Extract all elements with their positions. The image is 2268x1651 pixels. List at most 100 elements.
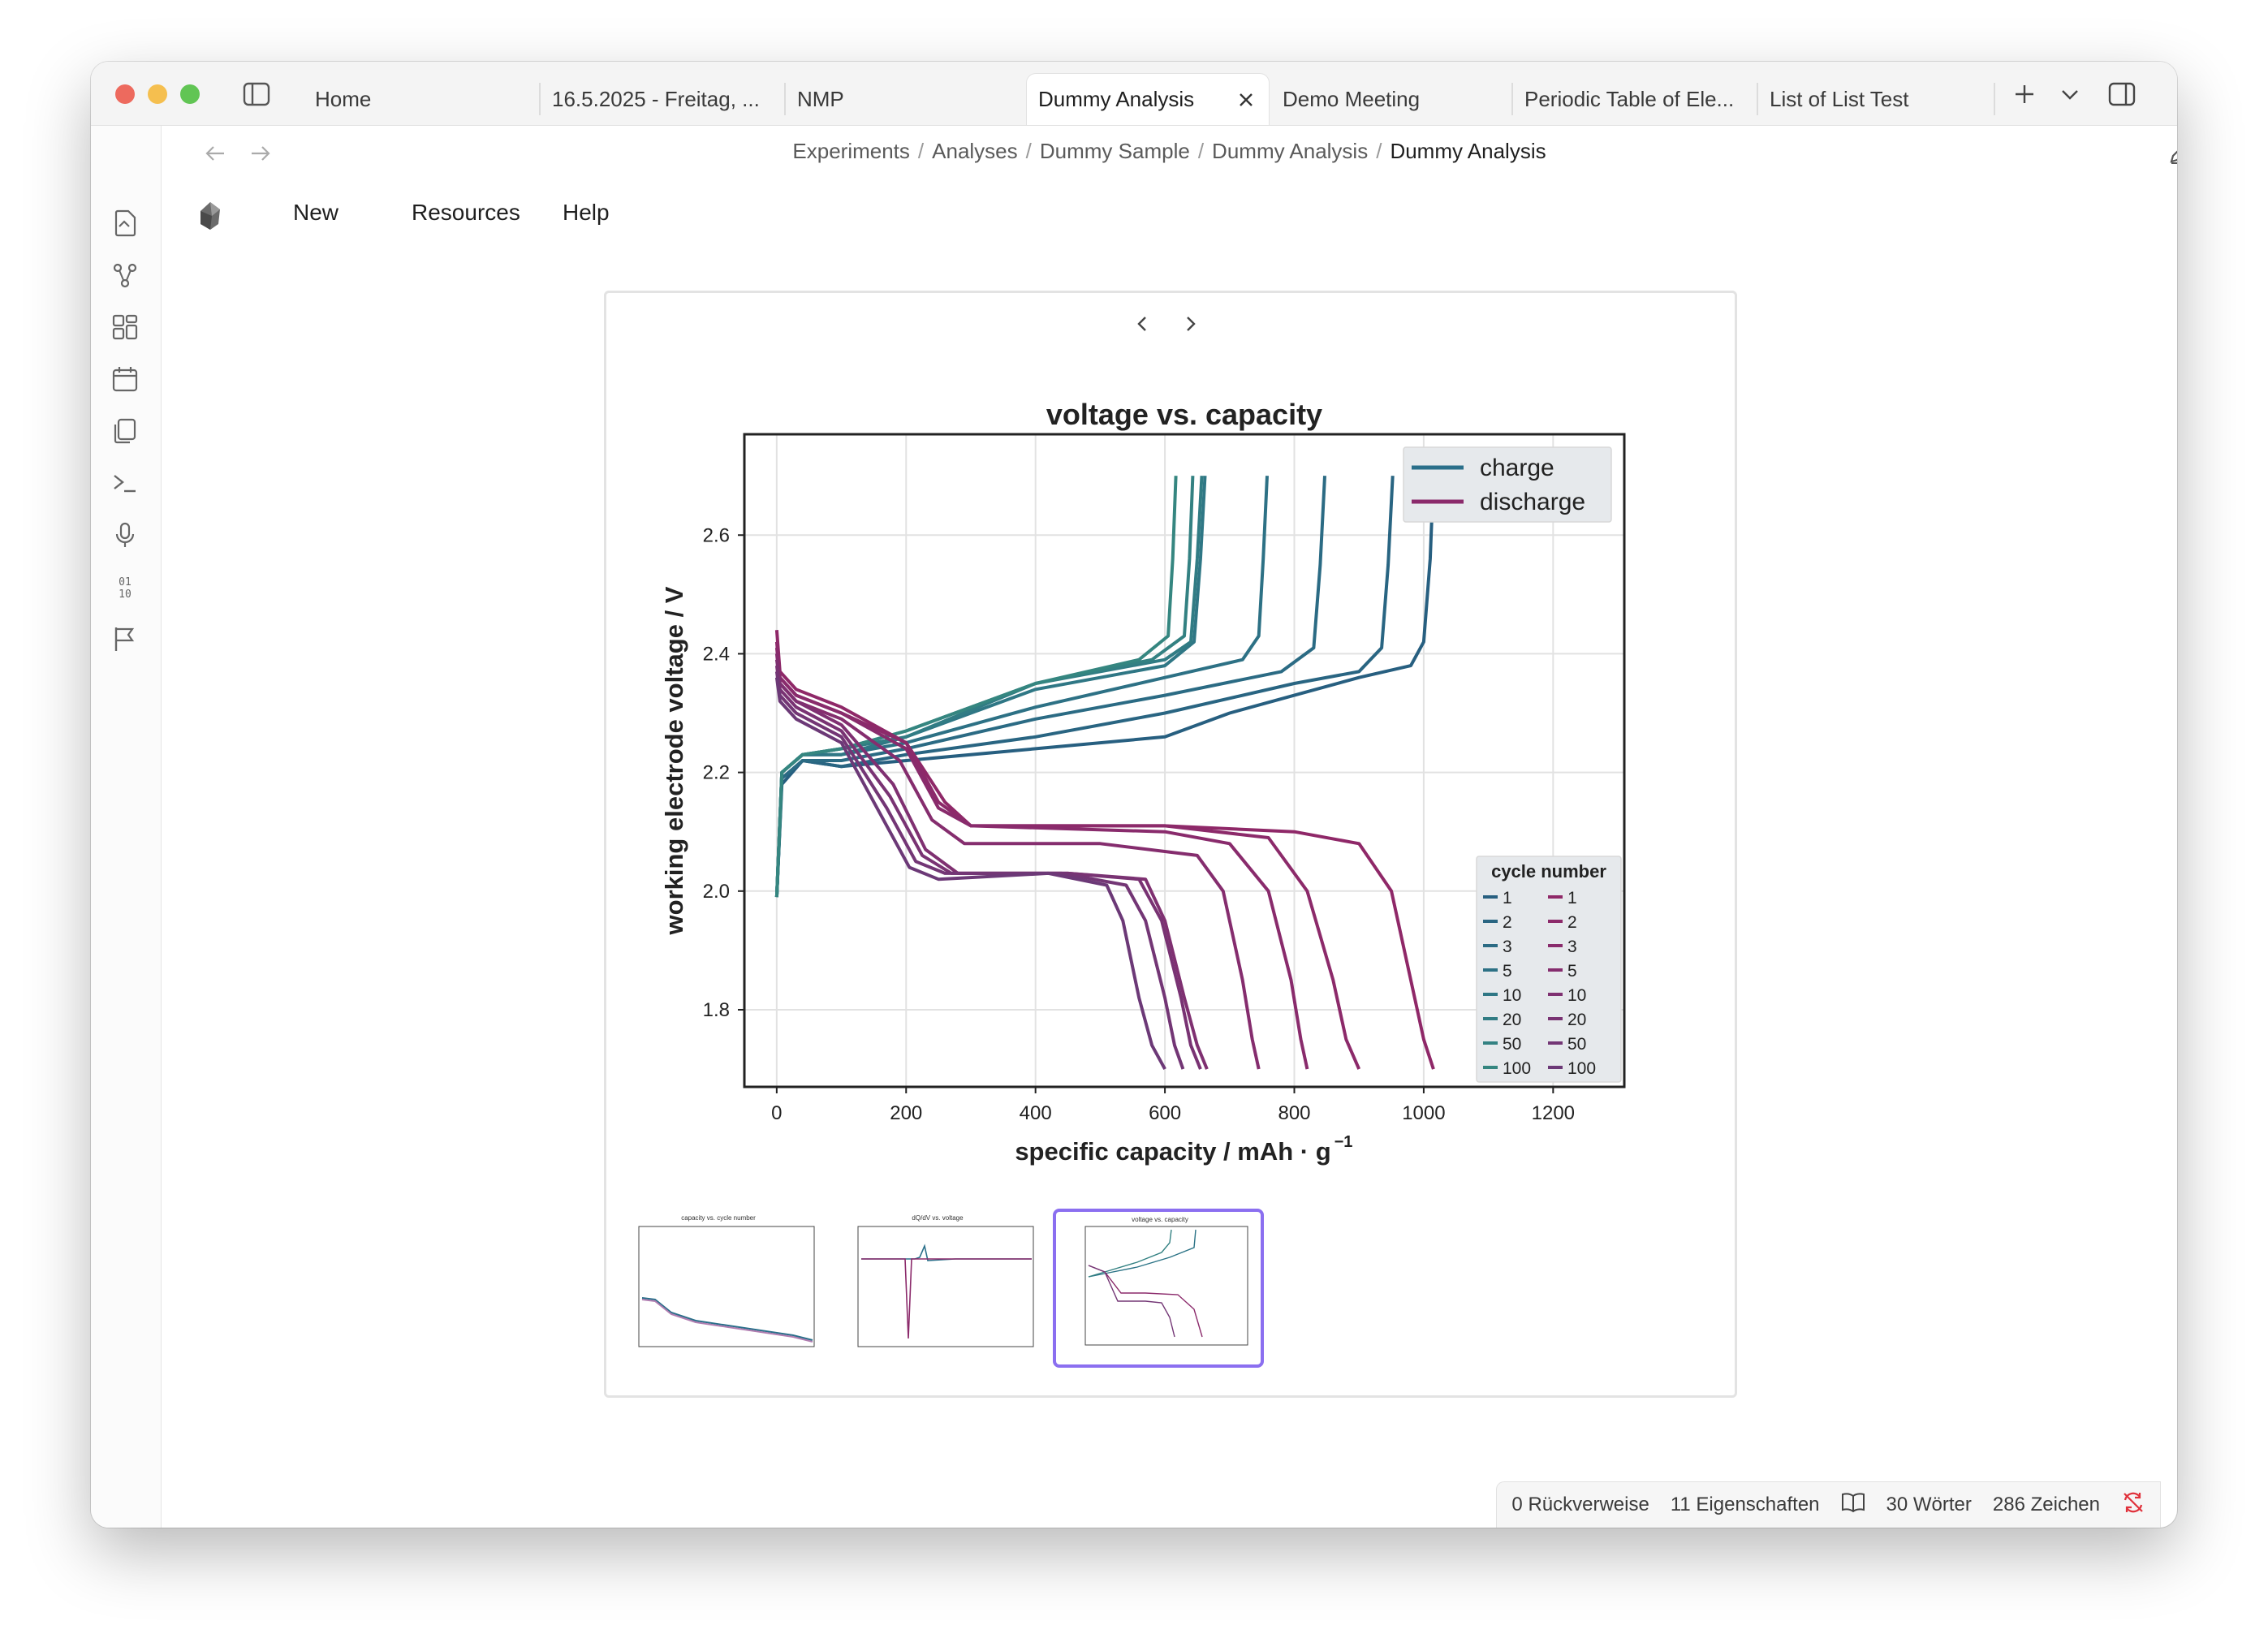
character-count: 286 Zeichen <box>1992 1494 2100 1515</box>
cycle-legend-charge-label: 100 <box>1503 1059 1531 1078</box>
terminal-icon[interactable] <box>109 467 141 499</box>
app-window: Home 16.5.2025 - Freitag, ... NMP Dummy … <box>91 62 2177 1528</box>
cycle-legend-charge-label: 3 <box>1503 938 1512 956</box>
right-sidebar-toggle-icon[interactable] <box>2107 80 2136 109</box>
y-tick-label: 2.0 <box>703 881 730 903</box>
menu-resources[interactable]: Resources <box>412 200 520 225</box>
series-line-discharge-cycle-3 <box>774 647 1309 1070</box>
tab-nmp[interactable]: NMP <box>786 73 1026 125</box>
tab-label: Periodic Table of Ele... <box>1524 86 1735 111</box>
tab-separator <box>784 83 786 115</box>
tab-periodic-table[interactable]: Periodic Table of Ele... <box>1513 73 1757 125</box>
tab-separator <box>1511 83 1513 115</box>
chevron-down-icon[interactable] <box>2055 80 2085 109</box>
new-tab-icon[interactable] <box>2010 80 2039 109</box>
previous-image-arrow-icon[interactable] <box>1128 309 1158 338</box>
graph-view-icon[interactable] <box>109 259 141 291</box>
x-axis-label: specific capacity / mAh · g <box>1015 1137 1330 1166</box>
breadcrumb-separator: / <box>1376 139 1382 163</box>
thumbnail-dqdv-vs-voltage[interactable]: dQ/dV vs. voltage <box>834 1209 1045 1368</box>
x-tick-label: 0 <box>771 1102 782 1124</box>
x-tick-label: 800 <box>1278 1102 1310 1124</box>
zoom-window-button[interactable] <box>180 84 200 104</box>
series-line-charge-cycle-5 <box>774 476 1269 898</box>
y-tick-label: 2.4 <box>703 643 730 665</box>
menu-new[interactable]: New <box>293 200 339 225</box>
canvas-icon[interactable] <box>109 311 141 343</box>
svg-text:10: 10 <box>119 588 132 601</box>
edit-pencil-icon[interactable] <box>2163 137 2177 170</box>
flag-icon[interactable] <box>109 623 141 655</box>
series-line-discharge-cycle-100 <box>774 677 1166 1071</box>
cycle-legend-charge-label: 10 <box>1503 986 1521 1005</box>
breadcrumb-item-dummy-sample[interactable]: Dummy Sample <box>1039 139 1190 163</box>
chart-title: voltage vs. capacity <box>1046 398 1322 431</box>
thumbnail-capacity-vs-cycle[interactable]: capacity vs. cycle number <box>614 1209 826 1368</box>
backlinks-count[interactable]: 0 Rückverweise <box>1511 1494 1649 1515</box>
legend-label-discharge: discharge <box>1480 489 1585 515</box>
tab-label: Dummy Analysis <box>1038 87 1195 111</box>
breadcrumb-item-experiments[interactable]: Experiments <box>792 139 910 163</box>
forward-arrow-icon[interactable] <box>244 137 277 170</box>
thumbnail-voltage-vs-capacity[interactable]: voltage vs. capacity <box>1053 1209 1264 1368</box>
menu-bar: New Resources Help <box>162 192 2177 240</box>
open-note-icon[interactable] <box>109 207 141 239</box>
cycle-legend-discharge-label: 3 <box>1567 938 1577 956</box>
left-ribbon: 01 10 <box>91 126 162 1528</box>
tab-demo-meeting[interactable]: Demo Meeting <box>1271 73 1511 125</box>
series-line-charge-cycle-100 <box>774 476 1178 898</box>
next-image-arrow-icon[interactable] <box>1175 309 1205 338</box>
cycle-legend-discharge-label: 1 <box>1567 889 1577 907</box>
tab-label: NMP <box>797 86 844 111</box>
tab-list-of-list[interactable]: List of List Test <box>1758 73 1994 125</box>
sidebar-toggle-icon[interactable] <box>242 80 271 109</box>
tab-bar: Home 16.5.2025 - Freitag, ... NMP Dummy … <box>91 62 2177 126</box>
series-line-discharge-cycle-2 <box>774 641 1361 1070</box>
reading-view-book-icon[interactable] <box>1841 1492 1865 1519</box>
tab-label: Demo Meeting <box>1283 86 1421 111</box>
tab-separator <box>1994 83 1995 115</box>
properties-count[interactable]: 11 Eigenschaften <box>1670 1494 1820 1515</box>
cycle-legend-discharge-label: 100 <box>1567 1059 1596 1078</box>
y-tick-label: 1.8 <box>703 999 730 1021</box>
series-line-charge-cycle-20 <box>774 476 1204 898</box>
status-bar: 0 Rückverweise 11 Eigenschaften 30 Wörte… <box>1496 1481 2161 1528</box>
series-line-discharge-cycle-50 <box>774 671 1185 1070</box>
sync-error-icon[interactable] <box>2121 1490 2145 1520</box>
svg-text:01: 01 <box>119 576 132 588</box>
calendar-icon[interactable] <box>109 363 141 395</box>
legend-label-charge: charge <box>1480 455 1554 481</box>
menu-help[interactable]: Help <box>563 200 610 225</box>
cycle-legend-charge-label: 2 <box>1503 913 1512 932</box>
cycle-legend-title: cycle number <box>1491 861 1606 882</box>
microphone-icon[interactable] <box>109 519 141 551</box>
cycle-legend-discharge-label: 50 <box>1567 1035 1586 1054</box>
thumbnail-title: voltage vs. capacity <box>1132 1216 1188 1223</box>
cycle-legend-charge-label: 1 <box>1503 889 1512 907</box>
cycle-legend-charge-label: 20 <box>1503 1011 1521 1029</box>
x-tick-label: 200 <box>890 1102 922 1124</box>
binary-icon[interactable]: 01 10 <box>109 571 141 603</box>
x-tick-label: 600 <box>1149 1102 1181 1124</box>
breadcrumb-current[interactable]: Dummy Analysis <box>1390 139 1546 163</box>
minimize-window-button[interactable] <box>148 84 167 104</box>
tab-dummy-analysis[interactable]: Dummy Analysis <box>1026 73 1270 125</box>
thumbnail-title: dQ/dV vs. voltage <box>912 1214 964 1222</box>
breadcrumb: Experiments / Analyses / Dummy Sample / Dummy … <box>162 139 2177 164</box>
close-window-button[interactable] <box>115 84 135 104</box>
back-arrow-icon[interactable] <box>199 137 231 170</box>
templates-icon[interactable] <box>109 415 141 447</box>
tab-separator <box>539 83 541 115</box>
breadcrumb-item-dummy-analysis-folder[interactable]: Dummy Analysis <box>1212 139 1369 163</box>
tab-daily-note[interactable]: 16.5.2025 - Freitag, ... <box>541 73 784 125</box>
series-line-discharge-cycle-1 <box>774 630 1435 1070</box>
tab-label: List of List Test <box>1770 86 1909 111</box>
tab-home[interactable]: Home <box>304 73 539 125</box>
cycle-legend-discharge-label: 2 <box>1567 913 1577 932</box>
x-tick-label: 1200 <box>1532 1102 1575 1124</box>
close-tab-icon[interactable] <box>1235 88 1257 111</box>
y-axis-label: working electrode voltage / V <box>660 586 688 935</box>
breadcrumb-item-analyses[interactable]: Analyses <box>932 139 1018 163</box>
cycle-legend-discharge-label: 10 <box>1567 986 1586 1005</box>
